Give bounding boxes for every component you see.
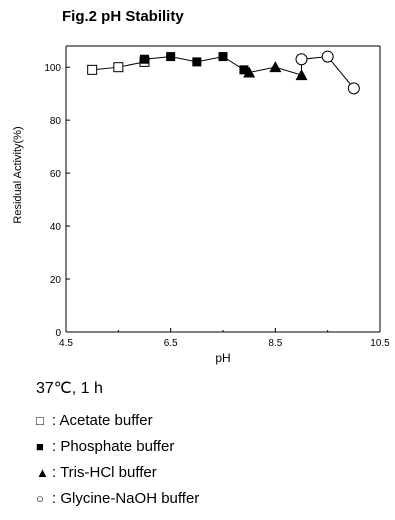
x-tick-label: 8.5 xyxy=(268,338,282,349)
legend-label: : Phosphate buffer xyxy=(52,438,175,455)
y-tick-label: 80 xyxy=(50,116,62,127)
chart-axes xyxy=(65,45,381,333)
y-tick-label: 100 xyxy=(44,63,61,74)
data-point-filled-square xyxy=(192,57,202,67)
legend-item-glycine: ○ : Glycine-NaOH buffer xyxy=(36,486,199,512)
legend-item-acetate: □ : Acetate buffer xyxy=(36,408,199,434)
data-point-filled-square xyxy=(140,54,149,64)
legend-item-tris: ▲ : Tris-HCl buffer xyxy=(36,460,199,486)
open-circle-icon: ○ xyxy=(36,491,44,506)
data-point-open-circle xyxy=(321,50,334,63)
x-axis-label: pH xyxy=(215,351,230,365)
legend-item-phosphate: ■ : Phosphate buffer xyxy=(36,434,199,460)
legend-label: : Glycine-NaOH buffer xyxy=(52,490,200,507)
condition-text: 37℃, 1 h xyxy=(36,380,103,397)
chart-title: Fig.2 pH Stability xyxy=(62,8,184,25)
data-point-open-circle xyxy=(347,82,360,95)
data-point-open-circle xyxy=(295,53,308,66)
legend: □ : Acetate buffer ■ : Phosphate buffer … xyxy=(36,408,199,512)
open-square-icon: □ xyxy=(36,413,44,428)
data-point-open-square xyxy=(87,64,98,75)
ph-stability-chart: 0 20 40 60 80 100 4.5 6.5 8.5 10.5 pH Residual Ac… xyxy=(12,45,390,365)
data-point-filled-square xyxy=(166,52,176,62)
filled-square-icon: ■ xyxy=(36,439,44,454)
data-point-open-square xyxy=(113,62,124,73)
data-point-filled-triangle xyxy=(269,61,282,73)
y-axis-label: Residual Activity(%) xyxy=(12,126,24,223)
y-tick-label: 40 xyxy=(50,222,62,233)
legend-label: : Acetate buffer xyxy=(52,412,153,429)
x-tick-label: 4.5 xyxy=(59,338,73,349)
filled-triangle-icon: ▲ xyxy=(36,465,49,480)
y-tick-label: 60 xyxy=(50,169,62,180)
data-point-filled-square xyxy=(218,52,228,62)
legend-label: : Tris-HCl buffer xyxy=(52,464,157,481)
data-point-filled-triangle xyxy=(295,69,308,81)
series-connector-line xyxy=(92,56,355,89)
chart-ticks: 0 20 40 60 80 100 4.5 6.5 8.5 10.5 xyxy=(44,63,390,349)
x-tick-label: 6.5 xyxy=(164,338,178,349)
y-tick-label: 0 xyxy=(55,328,61,339)
data-point-filled-triangle xyxy=(243,66,256,78)
chart-series xyxy=(87,50,360,95)
data-point-filled-square xyxy=(239,65,249,75)
x-tick-label: 10.5 xyxy=(370,338,390,349)
y-tick-label: 20 xyxy=(50,275,62,286)
